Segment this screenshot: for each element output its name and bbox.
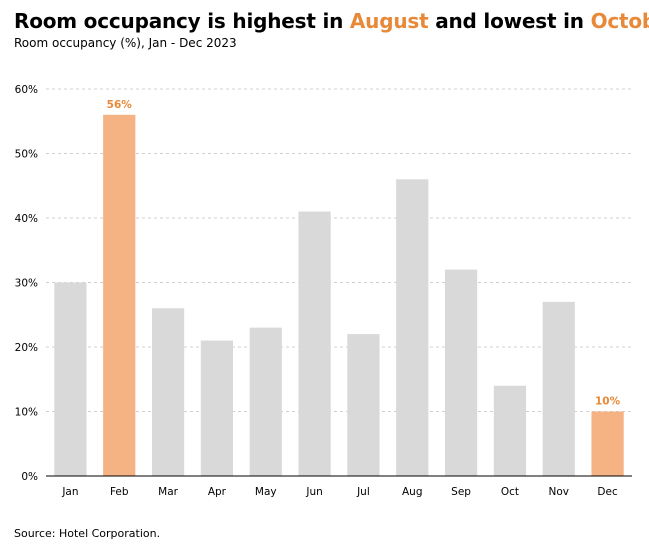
x-tick-label: Mar (158, 486, 178, 498)
y-tick-label: 20% (15, 342, 38, 354)
bar-dec (591, 411, 624, 476)
bars (54, 114, 624, 477)
bar-aug (396, 179, 429, 477)
bar-jan (54, 282, 87, 476)
chart-title: Room occupancy is highest in August and … (14, 9, 649, 33)
bar-jul (347, 334, 380, 476)
bar-apr (200, 340, 234, 476)
title-part-2: and lowest in (428, 9, 591, 33)
data-labels: 56% 10% (107, 99, 621, 408)
y-tick-label: 0% (21, 471, 38, 483)
title-part-1: Room occupancy is highest in (14, 9, 350, 33)
x-tick-label: Jun (305, 486, 322, 498)
bar-may (249, 327, 282, 476)
y-tick-label: 30% (15, 278, 38, 290)
x-tick-label: Dec (597, 486, 618, 498)
x-tick-label: Sep (451, 486, 471, 498)
title-highlight-october: October (590, 9, 649, 33)
x-tick-label: Jul (356, 486, 370, 498)
bar-sep (444, 269, 478, 476)
y-tick-label: 40% (15, 213, 38, 225)
bar-jun (298, 211, 331, 477)
x-tick-label: Feb (110, 486, 129, 498)
y-tick-label: 50% (15, 149, 38, 161)
bar-feb (103, 114, 136, 477)
x-tick-label: May (255, 486, 277, 498)
x-tick-label: Oct (501, 486, 519, 498)
bar-nov (542, 301, 575, 476)
x-tick-label: Nov (549, 486, 570, 498)
bar-chart: 0% 10% 20% 30% 40% 50% 60% 56% 10% Jan Feb Mar Apr… (15, 84, 632, 498)
y-axis-ticks: 0% 10% 20% 30% 40% 50% 60% (15, 84, 38, 483)
x-axis-ticks: Jan Feb Mar Apr May Jun Jul Aug Sep Oct Nov Dec (61, 486, 618, 498)
data-label-dec: 10% (595, 396, 621, 408)
data-label-feb: 56% (107, 99, 133, 111)
gridlines (46, 88, 632, 412)
bar-oct (493, 385, 527, 476)
bar-mar (151, 308, 185, 476)
x-tick-label: Apr (208, 486, 227, 498)
x-tick-label: Jan (61, 486, 78, 498)
y-tick-label: 10% (15, 407, 38, 419)
y-tick-label: 60% (15, 84, 38, 96)
x-tick-label: Aug (402, 486, 423, 498)
title-highlight-august: August (349, 9, 429, 33)
source-note: Source: Hotel Corporation. (14, 527, 161, 540)
chart-subtitle: Room occupancy (%), Jan - Dec 2023 (14, 36, 237, 50)
